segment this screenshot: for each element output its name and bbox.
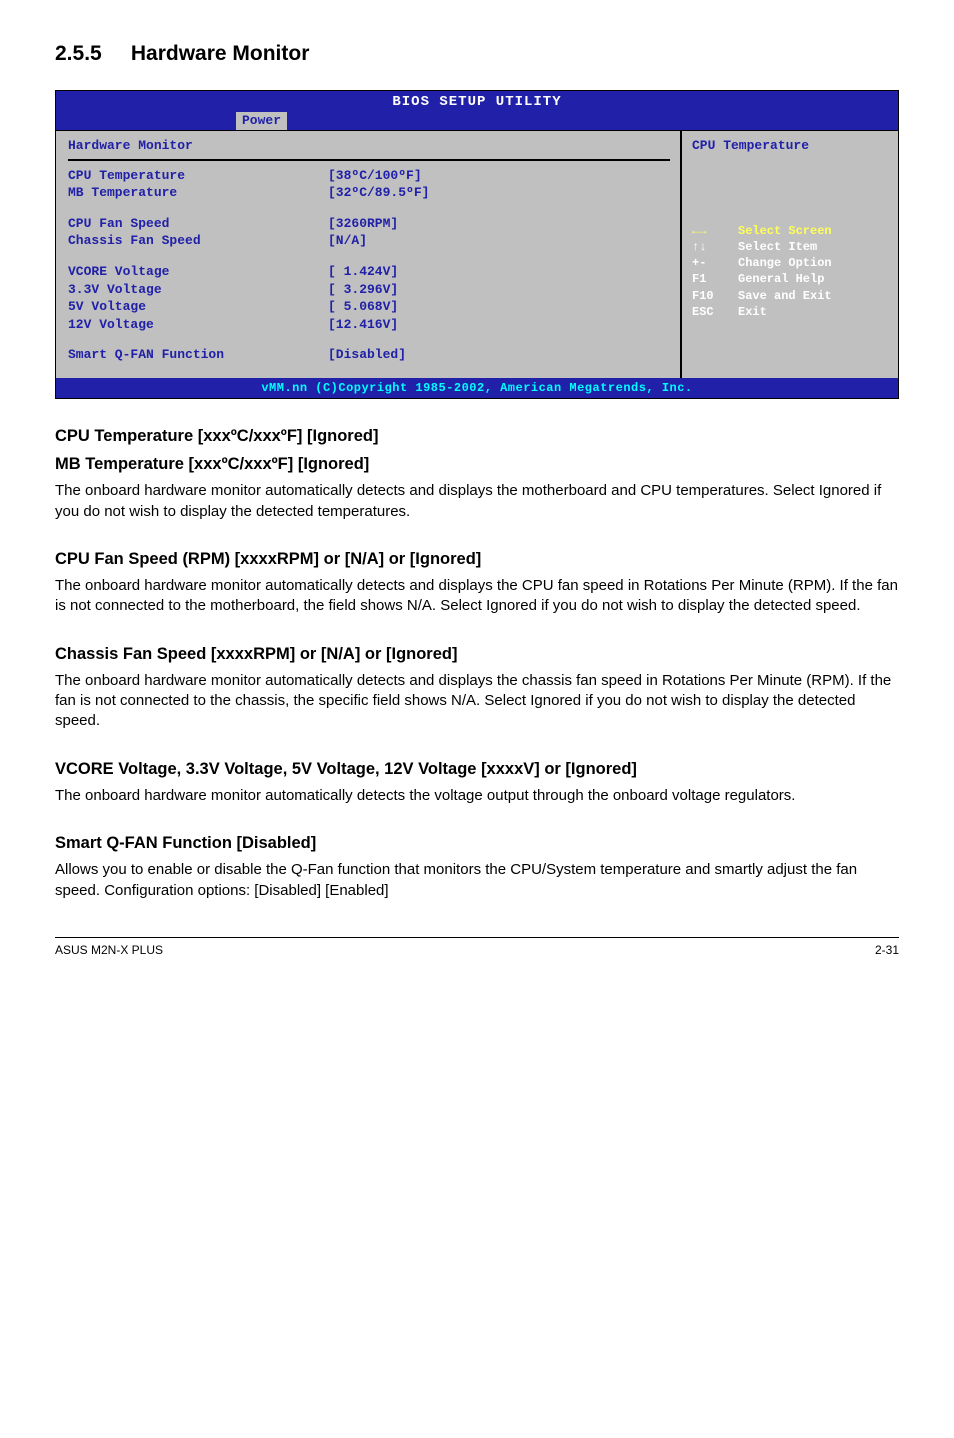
label: VCORE Voltage [68, 263, 328, 281]
heading-voltage: VCORE Voltage, 3.3V Voltage, 5V Voltage,… [55, 758, 899, 780]
para-voltage: The onboard hardware monitor automatical… [55, 786, 899, 806]
para-qfan: Allows you to enable or disable the Q-Fa… [55, 860, 899, 901]
section-title: Hardware Monitor [131, 42, 310, 65]
bios-help-keys: ←→ Select Screen ↑↓ Select Item +- Chang… [692, 223, 888, 320]
bios-left-panel: Hardware Monitor CPU Temperature [38ºC/1… [56, 131, 680, 377]
value: [ 1.424V] [328, 263, 398, 281]
key: ↑↓ [692, 239, 738, 255]
bios-panel-title: Hardware Monitor [68, 137, 670, 161]
value: [12.416V] [328, 316, 398, 334]
heading-cpu-temp: CPU Temperature [xxxºC/xxxºF] [Ignored] [55, 425, 899, 447]
heading-mb-temp: MB Temperature [xxxºC/xxxºF] [Ignored] [55, 453, 899, 475]
para-temp: The onboard hardware monitor automatical… [55, 481, 899, 522]
bios-header: BIOS SETUP UTILITY Power [56, 91, 898, 130]
help-save-exit: F10 Save and Exit [692, 288, 888, 304]
help-exit: ESC Exit [692, 304, 888, 320]
section-number: 2.5.5 [55, 40, 125, 68]
key: F1 [692, 271, 738, 287]
desc: Save and Exit [738, 288, 832, 304]
label: Smart Q-FAN Function [68, 346, 328, 364]
row-qfan[interactable]: Smart Q-FAN Function [Disabled] [68, 346, 670, 364]
section-heading: 2.5.5 Hardware Monitor [55, 40, 899, 68]
bios-tab-power[interactable]: Power [236, 112, 287, 130]
bios-footer: vMM.nn (C)Copyright 1985-2002, American … [56, 378, 898, 398]
footer-left: ASUS M2N-X PLUS [55, 942, 163, 958]
label: Chassis Fan Speed [68, 232, 328, 250]
label: MB Temperature [68, 184, 328, 202]
bios-right-panel: CPU Temperature ←→ Select Screen ↑↓ Sele… [680, 131, 898, 377]
para-cpu-fan: The onboard hardware monitor automatical… [55, 576, 899, 617]
bios-help-title: CPU Temperature [692, 137, 888, 159]
row-vcore[interactable]: VCORE Voltage [ 1.424V] [68, 263, 670, 281]
bios-screenshot: BIOS SETUP UTILITY Power Hardware Monito… [55, 90, 899, 399]
heading-chassis-fan: Chassis Fan Speed [xxxxRPM] or [N/A] or … [55, 643, 899, 665]
value: [N/A] [328, 232, 367, 250]
value: [3260RPM] [328, 215, 398, 233]
page-footer: ASUS M2N-X PLUS 2-31 [55, 937, 899, 958]
bios-title: BIOS SETUP UTILITY [56, 91, 898, 112]
row-3v3[interactable]: 3.3V Voltage [ 3.296V] [68, 281, 670, 299]
key: +- [692, 255, 738, 271]
value: [ 3.296V] [328, 281, 398, 299]
row-cpu-fan[interactable]: CPU Fan Speed [3260RPM] [68, 215, 670, 233]
help-change-option: +- Change Option [692, 255, 888, 271]
desc: Select Item [738, 239, 817, 255]
desc: Exit [738, 304, 767, 320]
key: ESC [692, 304, 738, 320]
label: CPU Fan Speed [68, 215, 328, 233]
row-cpu-temp[interactable]: CPU Temperature [38ºC/100ºF] [68, 167, 670, 185]
value: [38ºC/100ºF] [328, 167, 422, 185]
row-12v[interactable]: 12V Voltage [12.416V] [68, 316, 670, 334]
label: 12V Voltage [68, 316, 328, 334]
row-mb-temp[interactable]: MB Temperature [32ºC/89.5ºF] [68, 184, 670, 202]
value: [Disabled] [328, 346, 406, 364]
value: [32ºC/89.5ºF] [328, 184, 429, 202]
help-general-help: F1 General Help [692, 271, 888, 287]
value: [ 5.068V] [328, 298, 398, 316]
key: F10 [692, 288, 738, 304]
heading-qfan: Smart Q-FAN Function [Disabled] [55, 832, 899, 854]
desc: Change Option [738, 255, 832, 271]
help-select-item: ↑↓ Select Item [692, 239, 888, 255]
help-select-screen: ←→ Select Screen [692, 223, 888, 239]
heading-cpu-fan: CPU Fan Speed (RPM) [xxxxRPM] or [N/A] o… [55, 548, 899, 570]
label: 3.3V Voltage [68, 281, 328, 299]
footer-right: 2-31 [875, 942, 899, 958]
label: CPU Temperature [68, 167, 328, 185]
para-chassis-fan: The onboard hardware monitor automatical… [55, 671, 899, 732]
desc: Select Screen [738, 223, 832, 239]
bios-body: Hardware Monitor CPU Temperature [38ºC/1… [56, 130, 898, 377]
row-chassis-fan[interactable]: Chassis Fan Speed [N/A] [68, 232, 670, 250]
row-5v[interactable]: 5V Voltage [ 5.068V] [68, 298, 670, 316]
key: ←→ [692, 223, 738, 239]
bios-tab-bar: Power [56, 112, 898, 130]
label: 5V Voltage [68, 298, 328, 316]
desc: General Help [738, 271, 824, 287]
